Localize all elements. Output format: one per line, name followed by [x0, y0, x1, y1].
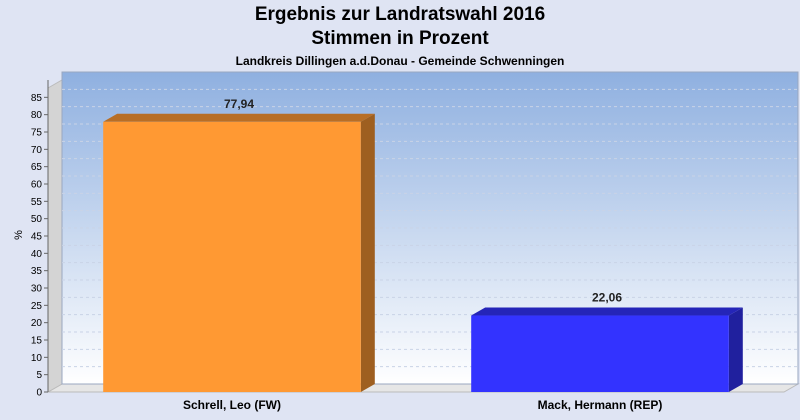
y-tick-label: 35 — [31, 266, 43, 277]
y-tick-label: 0 — [36, 388, 42, 399]
data-label: 77,94 — [224, 97, 254, 111]
chart-subtitle: Stimmen in Prozent — [311, 28, 489, 49]
y-tick-label: 45 — [31, 232, 43, 243]
y-tick-label: 75 — [31, 128, 43, 139]
bar-side — [360, 113, 375, 393]
plot-side-wall — [47, 79, 63, 393]
y-tick-label: 15 — [31, 336, 43, 347]
bar-top — [471, 307, 743, 316]
data-label: 22,06 — [592, 291, 622, 305]
bar-top — [103, 113, 375, 122]
y-tick-label: 65 — [31, 162, 43, 173]
bar-front — [103, 121, 361, 393]
chart-caption: Landkreis Dillingen a.d.Donau - Gemeinde… — [235, 54, 565, 68]
y-tick-label: 70 — [31, 145, 43, 156]
y-tick-label: 25 — [31, 301, 43, 312]
x-category-label: Mack, Hermann (REP) — [538, 398, 663, 412]
y-tick-label: 85 — [31, 93, 43, 104]
x-category-label: Schrell, Leo (FW) — [183, 398, 281, 412]
y-tick-label: 30 — [31, 284, 43, 295]
bar-front — [471, 315, 729, 392]
y-tick-label: 55 — [31, 197, 43, 208]
chart-title: Ergebnis zur Landratswahl 2016 — [254, 4, 546, 25]
y-tick-label: 20 — [31, 318, 43, 329]
y-tick-label: 60 — [31, 180, 43, 191]
bar-side — [728, 307, 743, 392]
y-tick-label: 40 — [31, 249, 43, 260]
y-tick-label: 50 — [31, 214, 43, 225]
y-axis-label: % — [13, 230, 25, 240]
bar-1 — [103, 113, 375, 393]
y-tick-label: 80 — [31, 110, 43, 121]
y-tick-label: 10 — [31, 353, 43, 364]
y-tick-label: 5 — [36, 370, 42, 381]
bar-2 — [471, 307, 743, 392]
